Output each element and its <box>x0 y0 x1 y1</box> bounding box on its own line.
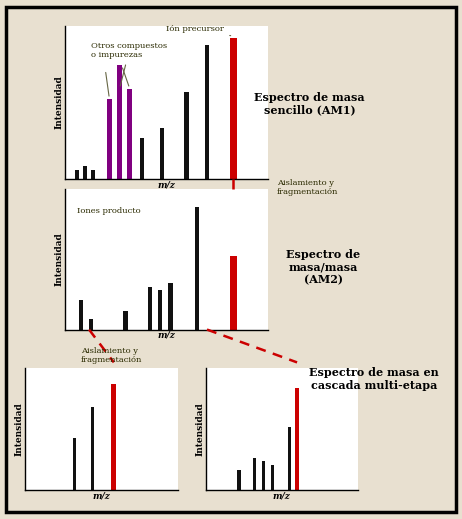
Bar <box>253 458 256 490</box>
X-axis label: m/z: m/z <box>273 492 291 501</box>
X-axis label: m/z: m/z <box>93 492 110 501</box>
Bar <box>158 290 163 330</box>
Text: Iones producto: Iones producto <box>77 207 140 215</box>
Bar <box>111 384 116 490</box>
Text: Otros compuestos
o impurezas: Otros compuestos o impurezas <box>91 42 167 86</box>
Bar <box>91 170 95 179</box>
Bar <box>160 128 164 179</box>
Text: Ión precursor: Ión precursor <box>166 25 231 36</box>
Bar <box>89 319 93 330</box>
Bar <box>237 470 241 490</box>
Bar <box>288 427 291 490</box>
Y-axis label: Intensidad: Intensidad <box>55 233 63 286</box>
Bar <box>295 388 299 490</box>
Bar <box>168 283 173 330</box>
Bar <box>230 37 237 179</box>
Y-axis label: Intensidad: Intensidad <box>15 403 24 456</box>
Bar <box>205 45 209 179</box>
Bar <box>107 99 112 179</box>
Bar <box>117 65 122 179</box>
Text: Espectro de masa en
cascada multi-etapa: Espectro de masa en cascada multi-etapa <box>310 367 439 391</box>
Text: Aislamiento y
fragmentación: Aislamiento y fragmentación <box>277 179 339 197</box>
Bar <box>75 170 79 179</box>
Bar <box>262 461 265 490</box>
Bar <box>91 407 94 490</box>
Bar <box>79 300 83 330</box>
Bar <box>83 166 87 179</box>
Bar <box>230 256 237 330</box>
Text: Espectro de masa
sencillo (AM1): Espectro de masa sencillo (AM1) <box>254 92 365 116</box>
X-axis label: m/z: m/z <box>158 331 175 340</box>
Bar <box>195 207 199 330</box>
Bar <box>123 311 128 330</box>
Bar <box>140 138 144 179</box>
Text: Aislamiento y
fragmentación: Aislamiento y fragmentación <box>81 347 142 364</box>
Bar <box>73 438 76 490</box>
Bar <box>271 465 274 490</box>
Bar <box>128 89 132 179</box>
Bar <box>184 91 189 179</box>
Y-axis label: Intensidad: Intensidad <box>195 403 204 456</box>
Text: Espectro de
masa/masa
(AM2): Espectro de masa/masa (AM2) <box>286 249 360 285</box>
Y-axis label: Intensidad: Intensidad <box>55 76 63 129</box>
Bar <box>148 287 152 330</box>
X-axis label: m/z: m/z <box>158 181 175 189</box>
